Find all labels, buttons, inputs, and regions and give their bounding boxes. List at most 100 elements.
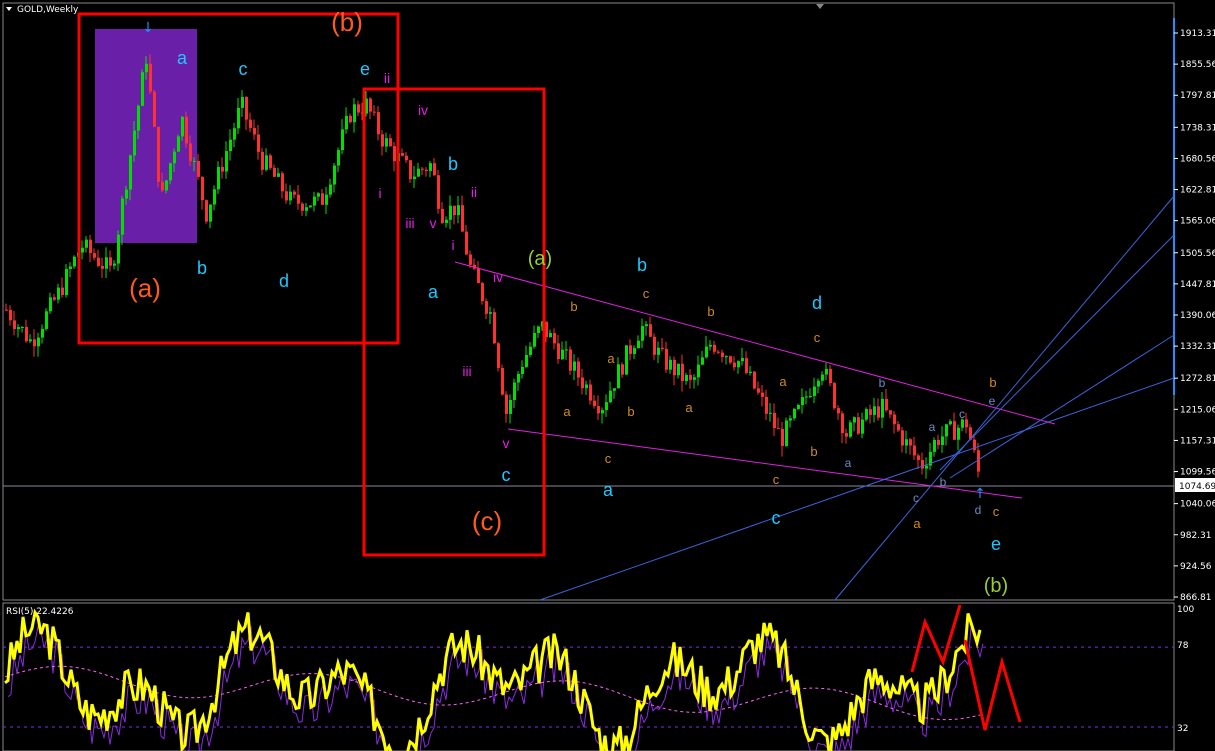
- y-tick-label: 1390.06: [1180, 311, 1215, 321]
- wave-label: ii: [471, 184, 477, 200]
- wave-label: c: [643, 286, 650, 301]
- candle: [289, 191, 292, 201]
- wave-label: a: [929, 420, 936, 434]
- rsi-level-label: 78: [1177, 641, 1189, 651]
- wave-label: b: [810, 444, 817, 459]
- candle: [293, 191, 296, 195]
- candle: [337, 150, 340, 166]
- y-tick-label: 1447.81: [1180, 280, 1215, 290]
- candle: [441, 208, 444, 223]
- trendline-blue-4: [949, 334, 1175, 479]
- y-tick-label: 1913.31: [1180, 29, 1215, 39]
- wave-label: c: [502, 465, 511, 485]
- candle: [625, 345, 628, 375]
- wave-label: iii: [405, 215, 414, 231]
- rsi-line: [4, 608, 982, 751]
- candle: [25, 326, 28, 342]
- wave-label: v: [430, 215, 437, 231]
- candle: [389, 138, 392, 147]
- candle: [357, 104, 360, 113]
- candle: [49, 297, 52, 312]
- candle: [845, 433, 848, 437]
- wave-label: d: [279, 271, 289, 291]
- candle: [857, 417, 860, 434]
- wave-label: c: [239, 59, 248, 79]
- candle: [685, 374, 688, 382]
- candle: [313, 196, 316, 206]
- candle: [125, 189, 128, 199]
- wave-label: a: [563, 404, 571, 419]
- wave-label: i: [378, 185, 381, 201]
- candle: [297, 194, 300, 204]
- candle: [381, 134, 384, 147]
- trendline-blue-2: [834, 195, 1175, 601]
- red-arrow-up-path: [910, 604, 962, 673]
- y-tick-label: 866.81: [1180, 593, 1212, 603]
- candle: [917, 455, 920, 461]
- candle: [377, 112, 380, 135]
- wave-label: c: [772, 508, 781, 528]
- candle: [581, 377, 584, 389]
- rsi-level-label: 32: [1177, 724, 1188, 734]
- candle: [401, 153, 404, 156]
- candle: [865, 409, 868, 420]
- wave-label: a: [913, 516, 921, 531]
- candle: [661, 347, 664, 349]
- candle: [61, 287, 64, 295]
- collapse-triangle-icon[interactable]: [6, 7, 12, 11]
- candle: [785, 420, 788, 447]
- candle: [229, 139, 232, 152]
- candle: [585, 384, 588, 389]
- candle: [37, 337, 40, 347]
- wave-label: d: [812, 293, 822, 313]
- candle: [325, 194, 328, 205]
- candle: [429, 163, 432, 171]
- y-tick-label: 982.31: [1180, 531, 1212, 541]
- candle: [569, 349, 572, 371]
- candle: [881, 398, 884, 418]
- candle: [73, 256, 76, 267]
- y-tick-label: 1855.56: [1180, 60, 1215, 70]
- candle: [801, 397, 804, 406]
- candle: [809, 395, 812, 397]
- candle: [941, 436, 944, 445]
- candle: [933, 439, 936, 452]
- candle: [777, 428, 780, 430]
- candle: [841, 413, 844, 434]
- candle: [849, 422, 852, 437]
- rsi-pane-border: [2, 602, 1175, 751]
- candle: [177, 136, 180, 152]
- candle: [557, 343, 560, 360]
- candle: [837, 408, 840, 414]
- y-tick-label: 1272.81: [1180, 374, 1215, 384]
- wave-label: iv: [493, 269, 503, 285]
- candle: [133, 130, 136, 156]
- candle: [765, 396, 768, 414]
- candle: [437, 175, 440, 209]
- candle: [349, 115, 352, 123]
- candle: [725, 356, 728, 358]
- rsi-label: RSI(5) 22.4226: [6, 607, 74, 617]
- wave-label: c: [773, 472, 780, 487]
- candle: [813, 386, 816, 396]
- candle: [109, 257, 112, 266]
- candle: [621, 364, 624, 375]
- candle: [973, 439, 976, 451]
- candle: [89, 239, 92, 254]
- candle: [681, 363, 684, 382]
- candle: [829, 368, 832, 384]
- candle: [21, 326, 24, 328]
- candle: [589, 384, 592, 401]
- wave-label: b: [940, 475, 947, 489]
- candle: [9, 309, 12, 321]
- candle: [741, 358, 744, 362]
- candle: [365, 98, 368, 114]
- candle: [817, 380, 820, 387]
- y-tick-label: 924.56: [1180, 562, 1212, 572]
- rsi-level-label: 100: [1177, 605, 1194, 615]
- candle: [633, 348, 636, 354]
- candle: [65, 269, 68, 295]
- shift-marker-icon[interactable]: [816, 4, 824, 9]
- candle: [513, 382, 516, 400]
